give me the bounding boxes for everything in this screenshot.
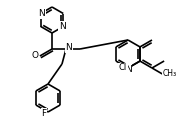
Text: N: N: [59, 22, 66, 31]
Text: N: N: [66, 44, 72, 52]
Text: O: O: [31, 52, 38, 61]
Text: N: N: [38, 9, 45, 18]
Text: CH₃: CH₃: [162, 69, 176, 78]
Text: N: N: [125, 64, 131, 73]
Text: F: F: [41, 109, 47, 118]
Text: Cl: Cl: [119, 64, 127, 72]
